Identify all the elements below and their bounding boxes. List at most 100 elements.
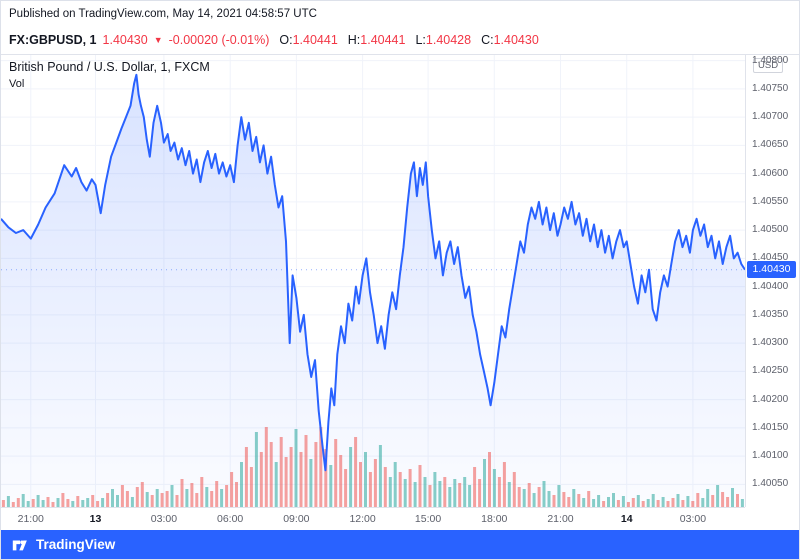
currency-unit-label: USD [753,58,784,73]
volume-bar [71,501,75,507]
time-tick-label: 06:00 [217,513,244,525]
volume-bar [259,452,263,507]
volume-bar [483,459,486,507]
volume-bar [711,495,715,507]
volume-bar [537,487,541,507]
price-tick-label: 1.40400 [752,280,789,292]
price-tick-label: 1.40550 [752,195,789,207]
volume-bar [423,477,427,507]
volume-bar [502,462,506,507]
volume-bar [691,501,695,507]
brand-name[interactable]: TradingView [36,537,116,552]
time-tick-label: 21:00 [17,513,44,525]
last-price: 1.40430 [102,33,148,47]
time-tick-label: 18:00 [481,513,508,525]
volume-bar [264,427,268,507]
high-label: H: [347,33,361,47]
volume-bar [368,472,372,507]
volume-bar [398,472,402,507]
volume-bar [512,472,516,507]
price-tick-label: 1.40050 [752,478,789,490]
price-tick-label: 1.40800 [752,54,789,66]
volume-bar [364,452,367,507]
price-axis[interactable]: USD 1.40430 1.40800 1.40750 1.40700 1.40650… [745,55,799,507]
volume-bar [572,489,576,507]
volume-bar [86,498,90,507]
volume-bar [587,491,591,507]
price-tick-label: 1.40600 [752,167,789,179]
volume-bar [631,498,635,507]
volume-bar [443,477,447,507]
published-line: Published on TradingView.com, May 14, 20… [9,8,317,20]
volume-bar [716,485,720,507]
volume-bar [736,494,739,507]
volume-bar [334,439,338,507]
volume-bar [190,483,194,507]
volume-bar [294,429,298,507]
volume-bar [210,491,214,507]
volume-bar [36,495,40,507]
price-tick-label: 1.40700 [752,111,789,123]
price-change: -0.00020 (-0.01%) [168,33,270,47]
volume-bar [388,477,392,507]
volume-bar [473,467,477,507]
volume-bar [701,498,705,507]
volume-bar [6,496,10,507]
symbol-header: FX:GBPUSD, 1 1.40430 ▼ -0.00020 (-0.01%)… [1,26,799,55]
volume-bar [492,469,496,507]
volume-bar [284,457,288,507]
volume-bar [463,477,467,507]
time-tick-label: 21:00 [547,513,574,525]
volume-bar [517,487,521,507]
volume-bar [488,452,491,507]
volume-bar [304,435,308,507]
price-chart-pane[interactable]: British Pound / U.S. Dollar, 1, FXCM Vol [1,55,745,507]
open-label: O: [279,33,293,47]
time-axis[interactable]: 21:00 13 03:00 06:00 09:00 12:00 15:00 18:00 21:… [1,507,745,530]
volume-bar [344,469,348,507]
tradingview-logo[interactable] [11,536,29,554]
price-tick-label: 1.40650 [752,139,789,151]
volume-bar [150,495,154,507]
volume-bar [671,498,675,507]
price-tick-label: 1.40450 [752,252,789,264]
volume-bar [61,493,65,507]
price-tick-label: 1.40750 [752,82,789,94]
volume-bar [185,489,189,507]
volume-bar [145,492,149,507]
volume-bar [96,501,100,507]
volume-bar [453,479,457,507]
volume-bar [125,491,129,507]
price-tick-label: 1.40350 [752,308,789,320]
price-tick-label: 1.40150 [752,421,789,433]
volume-bar [329,465,333,507]
volume-bar [408,469,412,507]
volume-bar [215,481,219,507]
price-tick-label: 1.40250 [752,365,789,377]
volume-bar [507,482,511,507]
volume-bar [21,494,25,507]
volume-bar [527,483,531,507]
volume-bar [170,485,174,507]
volume-bar [696,493,700,507]
volume-bar [726,497,730,507]
volume-bar [676,494,680,507]
volume-bar [130,497,134,507]
time-tick-label: 12:00 [349,513,376,525]
volume-bar [51,502,55,507]
volume-bar [552,495,556,507]
chart-area: British Pound / U.S. Dollar, 1, FXCM Vol… [1,55,799,507]
close-label: C: [481,33,494,47]
volume-bar [641,501,645,507]
volume-bar [274,462,278,507]
volume-bar [621,496,625,507]
volume-bar [135,487,139,507]
volume-bar [557,485,561,507]
volume-bar [111,489,114,507]
volume-bar [413,482,417,507]
volume-bar [607,497,610,507]
volume-bar [324,449,328,507]
volume-bar [354,437,358,507]
volume-bar [522,489,526,507]
volume-bar [279,437,283,507]
